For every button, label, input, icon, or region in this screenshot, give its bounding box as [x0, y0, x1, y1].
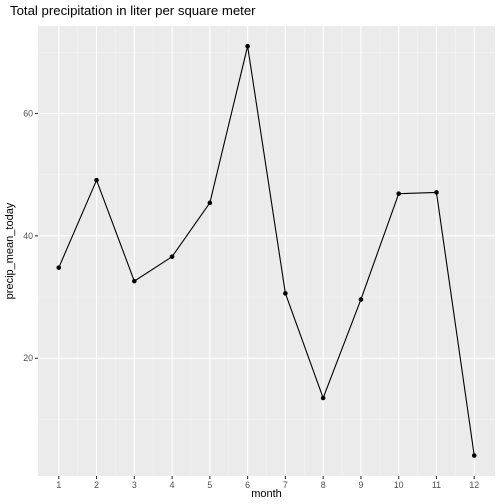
axis-ticks	[35, 112, 475, 479]
data-point	[358, 297, 364, 302]
data-point	[94, 177, 99, 183]
x-tick-label: 12	[469, 480, 479, 490]
data-point	[207, 200, 213, 206]
minor-gridlines	[38, 26, 495, 476]
x-tick-label: 8	[321, 480, 326, 490]
x-tick-label: 11	[432, 480, 441, 490]
x-tick-label: 10	[394, 480, 404, 490]
data-point	[434, 190, 439, 195]
y-tick-label: 60	[23, 108, 33, 118]
major-gridlines	[38, 26, 495, 476]
data-point	[245, 43, 250, 49]
data-point	[471, 453, 477, 458]
y-tick-labels: 20 40 60	[23, 108, 33, 363]
data-series	[56, 43, 477, 458]
x-tick-label: 7	[283, 480, 288, 490]
y-axis-title: precip_mean_today	[4, 202, 16, 299]
data-point	[132, 278, 137, 284]
x-tick-labels: 1 2 3 4 5 6 7 8 9 10 11 12	[56, 480, 479, 490]
data-point	[283, 291, 288, 296]
series-line	[58, 45, 475, 456]
x-tick-label: 5	[207, 480, 212, 490]
x-tick-label: 3	[132, 480, 137, 490]
data-point	[320, 395, 326, 401]
data-point	[56, 265, 62, 270]
data-point	[169, 254, 175, 259]
x-tick-label: 9	[358, 480, 363, 490]
x-axis-title: month	[251, 488, 282, 500]
y-tick-label: 40	[23, 231, 33, 241]
data-point	[396, 191, 401, 196]
y-tick-label: 20	[23, 353, 33, 363]
chart-title: Total precipitation in liter per square …	[10, 3, 256, 18]
x-tick-label: 2	[94, 480, 99, 490]
x-tick-label: 4	[170, 480, 175, 490]
x-tick-label: 1	[56, 480, 61, 490]
x-tick-label: 6	[245, 480, 250, 490]
